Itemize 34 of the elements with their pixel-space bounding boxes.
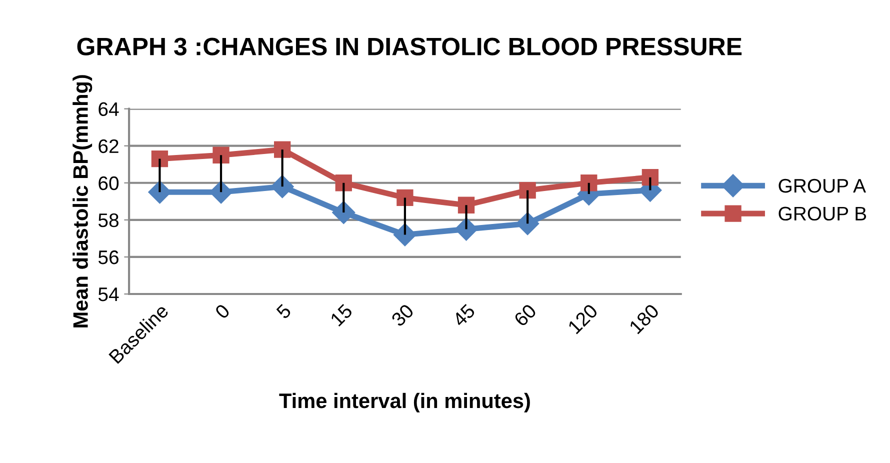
y-tick-label: 60: [98, 176, 119, 190]
point: [580, 174, 598, 192]
point: [332, 201, 356, 224]
y-tick-label: 54: [98, 288, 119, 302]
y-axis-title: Mean diastolic BP(mmhg): [72, 75, 92, 328]
chart-title: GRAPH 3 :CHANGES IN DIASTOLIC BLOOD PRESSURE: [77, 38, 742, 56]
point: [396, 189, 414, 206]
x-tick-label: 180: [628, 303, 660, 334]
point: [335, 174, 352, 192]
point: [210, 180, 233, 204]
point: [519, 182, 536, 199]
x-tick-label: 45: [452, 303, 476, 328]
legend-label: GROUP B: [778, 206, 866, 221]
x-tick-label: 15: [330, 303, 354, 327]
point: [393, 223, 416, 246]
point: [270, 175, 294, 198]
x-tick-label: 5: [276, 303, 292, 320]
legend-label: GROUP A: [778, 178, 866, 193]
y-tick-label: 62: [98, 139, 118, 154]
point: [454, 218, 478, 241]
y-tick-label: 58: [98, 213, 118, 228]
point: [458, 196, 475, 214]
x-tick-label: 60: [513, 303, 538, 328]
point: [274, 141, 291, 158]
x-tick-label: 0: [214, 303, 231, 320]
y-tick-label: 64: [98, 102, 119, 116]
point: [212, 146, 230, 164]
y-tick-label: 56: [98, 250, 118, 264]
point: [151, 150, 168, 168]
x-axis-title: Time interval (in minutes): [279, 392, 530, 412]
x-tick-label: 30: [390, 303, 415, 328]
x-tick-label: 120: [567, 303, 598, 334]
point: [642, 168, 659, 186]
point: [516, 212, 540, 236]
